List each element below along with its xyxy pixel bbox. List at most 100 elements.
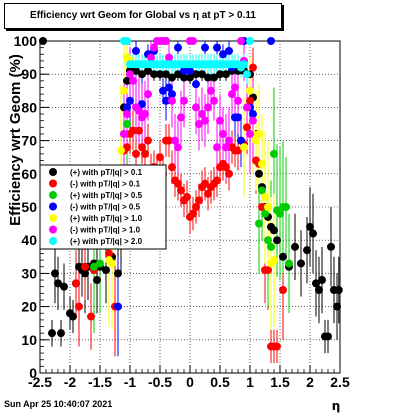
legend-label: (+) with pT/|q| > 0.1: [70, 168, 143, 177]
data-point: [216, 70, 224, 79]
data-point: [126, 96, 134, 105]
y-tick-label: 0: [29, 365, 37, 381]
x-tick-label: 1: [246, 374, 254, 390]
data-point: [93, 276, 101, 285]
data-point: [87, 312, 95, 321]
data-point: [129, 126, 137, 135]
data-point: [201, 43, 209, 52]
data-point: [183, 193, 191, 202]
data-point: [204, 103, 212, 112]
chart-title-box: Efficiency wrt Geom for Global vs η at p…: [4, 3, 282, 29]
y-tick-label: 40: [21, 232, 37, 248]
data-point: [243, 70, 251, 79]
data-point: [48, 329, 56, 338]
data-point: [147, 53, 155, 62]
data-point: [222, 70, 230, 79]
data-point: [246, 37, 254, 45]
data-point: [135, 106, 143, 115]
x-tick-label: -0.5: [148, 374, 172, 390]
data-point: [120, 129, 128, 138]
data-point: [138, 143, 146, 152]
data-point: [246, 86, 254, 95]
data-point: [258, 159, 266, 168]
data-point: [180, 66, 188, 75]
data-point: [162, 96, 170, 105]
data-point: [165, 83, 173, 92]
data-point: [177, 186, 185, 195]
data-point: [318, 276, 326, 285]
data-point: [264, 266, 272, 275]
data-point: [180, 73, 188, 82]
y-tick-label: 20: [21, 299, 37, 315]
data-point: [81, 269, 89, 278]
data-point: [249, 110, 257, 119]
data-point: [228, 90, 236, 99]
data-point: [240, 60, 248, 69]
data-point: [150, 43, 158, 52]
data-point: [249, 63, 257, 72]
data-point: [150, 70, 158, 79]
data-point: [255, 169, 263, 178]
data-point: [231, 83, 239, 92]
data-point: [258, 186, 266, 195]
data-point: [240, 143, 248, 152]
data-point: [72, 279, 80, 288]
data-point: [334, 286, 343, 294]
data-point: [267, 37, 275, 45]
data-point: [123, 76, 131, 85]
data-point: [270, 226, 278, 235]
data-point: [213, 143, 221, 152]
data-point: [234, 96, 242, 105]
data-point: [138, 100, 146, 109]
data-point: [69, 312, 77, 321]
data-point: [123, 103, 131, 112]
data-point: [234, 113, 242, 122]
y-tick-label: 60: [21, 166, 37, 182]
data-point: [138, 70, 146, 79]
data-point: [189, 37, 197, 45]
data-point: [123, 143, 131, 152]
data-point: [255, 219, 263, 228]
data-point: [273, 342, 281, 351]
legend-marker: [49, 179, 57, 188]
data-point: [264, 203, 272, 211]
data-point: [165, 136, 173, 145]
data-point: [162, 37, 170, 45]
data-point: [297, 259, 305, 268]
y-tick-label: 70: [21, 133, 37, 149]
data-point: [144, 66, 152, 75]
data-point: [270, 256, 278, 265]
data-point: [123, 120, 131, 128]
data-point: [132, 66, 140, 75]
data-point: [75, 302, 83, 311]
data-point: [57, 329, 65, 338]
data-point: [168, 73, 176, 82]
data-point: [234, 146, 242, 155]
x-tick-label: -1.5: [88, 374, 112, 390]
data-point: [162, 70, 170, 79]
data-point: [177, 113, 185, 122]
legend-label: (-) with pT/|q| > 0.5: [70, 203, 141, 212]
data-point: [126, 70, 134, 79]
data-point: [96, 259, 104, 268]
x-tick-label: 2.5: [330, 374, 350, 390]
data-point: [90, 262, 98, 271]
data-point: [276, 209, 284, 218]
data-point: [213, 176, 221, 185]
data-point: [195, 196, 203, 205]
data-point: [165, 53, 173, 62]
data-point: [201, 116, 209, 125]
legend-label: (-) with pT/|q| > 0.1: [70, 180, 141, 189]
data-point: [204, 189, 212, 198]
x-tick-label: 0.5: [210, 374, 230, 390]
data-point: [264, 236, 272, 245]
data-point: [144, 90, 152, 99]
data-point: [141, 149, 149, 158]
data-point: [192, 70, 200, 79]
y-tick-label: 30: [21, 265, 37, 281]
data-point: [129, 76, 137, 85]
data-point: [81, 262, 89, 271]
data-point: [303, 246, 311, 255]
data-point: [159, 86, 167, 95]
data-point: [189, 209, 197, 218]
